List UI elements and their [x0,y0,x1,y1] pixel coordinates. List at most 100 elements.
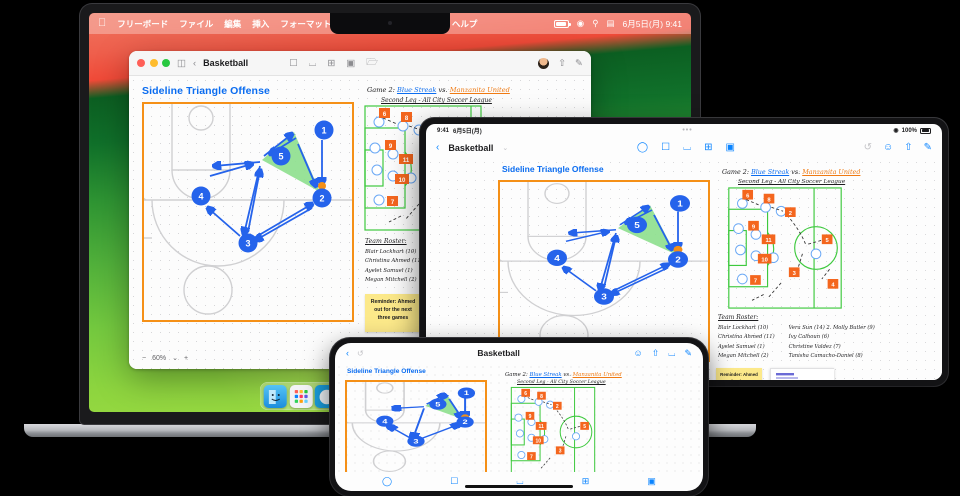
svg-text:5: 5 [435,401,441,408]
svg-text:11: 11 [538,424,544,430]
compose-icon[interactable]: ✎ [684,347,692,358]
file-icon[interactable]: 🗁 [366,57,379,68]
share-icon[interactable]: ⇧ [558,57,567,69]
dock-item-finder[interactable] [263,385,287,408]
svg-text:11: 11 [765,238,772,244]
iphone-canvas[interactable]: Sideline Triangle Offense [335,363,703,472]
iphone-soccer-diagram[interactable]: 6 8 2 9 11 10 7 3 5 [501,386,605,472]
sticky-note-reminder[interactable]: Reminder: Ahmed out for the next three g… [365,294,421,332]
sidebar-toggle-icon[interactable]: ◫ [177,57,186,69]
ipad-attachment-card[interactable] [770,368,834,380]
window-toolbar-right: ⇧ ✎ [538,57,583,69]
ipad-toolbar: ‹ Basketball ⌄ ◯ ☐ ⌴ ⊞ ▣ ↺ ☺ ⇧ ✎ [426,137,942,158]
basketball-diagram[interactable]: 1 2 3 4 5 [142,102,354,322]
zoom-control[interactable]: − 60% ⌄ + [142,354,189,363]
pen-tool-icon[interactable]: ◯ [636,142,649,153]
menu-item-insert[interactable]: 挿入 [244,18,269,29]
chevron-left-icon[interactable]: ‹ [436,142,440,153]
menu-item-file[interactable]: ファイル [171,18,213,29]
zoom-button[interactable] [162,59,170,67]
home-indicator [465,485,573,488]
sticky-note-icon[interactable]: ☐ [289,57,298,69]
ipad-basketball-diagram[interactable]: 1 2 3 4 5 [498,180,710,362]
chevron-down-icon[interactable]: ⌄ [172,355,178,362]
close-button[interactable] [137,59,145,67]
ipad-multitask-dots[interactable]: ••• [682,127,693,134]
team-home: Blue Streak [396,86,437,94]
svg-text:6: 6 [524,391,527,397]
undo-icon[interactable]: ↺ [357,348,364,358]
roster-item: Megan Mitchell (2) [718,353,769,360]
collaborate-icon[interactable]: ☺ [883,142,894,153]
svg-text:7: 7 [391,200,395,206]
media-icon[interactable]: ▣ [725,142,735,153]
avatar[interactable] [538,57,550,69]
svg-text:5: 5 [634,221,640,230]
traffic-lights[interactable] [137,59,170,67]
iphone-device: ‹ ↺ Basketball ☺ ⇧ ⌴ ✎ Sideline Triangle… [330,338,708,496]
menu-bar-clock[interactable]: 6月5日(月) 9:41 [622,18,682,29]
media-icon[interactable]: ▣ [647,476,656,486]
chevron-down-icon[interactable]: ⌄ [502,144,509,152]
iphone-body: ‹ ↺ Basketball ☺ ⇧ ⌴ ✎ Sideline Triangle… [330,338,708,496]
compose-icon[interactable]: ✎ [575,57,583,69]
collaborate-icon[interactable]: ☺ [633,347,643,358]
sticky-note-icon[interactable]: ☐ [661,142,671,153]
iphone-title: Basketball [477,348,520,358]
team-home: Blue Streak [529,372,562,378]
pen-tool-icon[interactable]: ◯ [382,476,393,486]
vs-label: vs. [563,372,571,378]
menu-item-app[interactable]: フリーボード [109,18,168,29]
menu-item-format[interactable]: フォーマット [272,18,331,29]
share-icon[interactable]: ⇧ [651,347,660,358]
svg-text:5: 5 [826,238,830,244]
text-box-icon[interactable]: ⊞ [327,57,336,69]
chevron-left-icon[interactable]: ‹ [346,348,349,358]
ipad-board-heading: Sideline Triangle Offense [502,164,604,174]
shapes-icon[interactable]: ⌴ [683,142,692,153]
svg-text:9: 9 [389,144,393,150]
svg-text:1: 1 [677,199,683,208]
text-box-icon[interactable]: ⊞ [704,142,713,153]
media-icon[interactable]: ▣ [346,57,356,69]
chevron-left-icon[interactable]: ‹ [192,57,197,69]
dock-item-launchpad[interactable] [289,385,313,408]
text-box-icon[interactable]: ⊞ [581,476,590,486]
roster-item: Ayelet Samuel (1) [365,267,413,274]
compose-icon[interactable]: ✎ [923,142,932,153]
ipad-handwritten-header: Game 2: Blue Streak vs. Manzanita United… [722,168,860,185]
minimize-button[interactable] [149,59,158,67]
menu-item-edit[interactable]: 編集 [216,18,241,29]
team-home: Blue Streak [751,168,790,176]
sticky-note-icon[interactable]: ☐ [450,476,459,486]
menu-item-help[interactable]: ヘルプ [443,18,478,29]
roster-item: Megan Mitchell (2) [365,276,417,283]
ipad-court-svg: 1 2 3 4 5 [500,182,708,356]
svg-text:10: 10 [761,257,767,263]
shapes-icon[interactable]: ⌴ [308,57,317,69]
roster-item: Blair Lockhart (10) [365,249,417,255]
ipad-battery-pct: 100% [901,127,917,134]
battery-icon[interactable] [553,19,571,28]
share-icon[interactable]: ⇧ [904,142,913,153]
ipad-screen: 9:41 6月5日(月) ••• ◉ 100% ‹ Basketball ⌄ ◯ [426,124,942,380]
svg-text:4: 4 [198,191,203,201]
duplicate-icon[interactable]: ⌴ [668,347,676,358]
undo-icon[interactable]: ↺ [863,142,872,153]
zoom-out-button[interactable]: − [142,354,147,362]
shapes-icon[interactable]: ⌴ [516,476,524,486]
iphone-basketball-diagram[interactable]: 1 2 3 4 5 [345,380,487,472]
control-center-icon[interactable]: ▤ [606,18,615,28]
svg-text:6: 6 [383,112,387,118]
roster-column-1: Blair Lockhart (10) Christina Ahmed (11)… [718,324,775,361]
vs-label: vs. [438,86,448,94]
svg-text:7: 7 [530,454,533,460]
apple-icon[interactable]:  [98,18,106,29]
wifi-icon[interactable]: ◉ [576,18,585,28]
ipad-soccer-diagram[interactable]: 6 8 2 9 11 10 7 3 5 4 [718,186,852,310]
ipad-sticky-note-reminder[interactable]: Reminder: Ahmed out for the next three g… [716,368,762,380]
zoom-in-button[interactable]: + [183,354,189,362]
team-roster-block: Team Roster: Blair Lockhart (10) Christi… [365,238,423,285]
handwritten-header: Game 2: Blue Streak vs. Manzanita United… [367,86,510,104]
search-icon[interactable]: ⚲ [592,18,599,28]
